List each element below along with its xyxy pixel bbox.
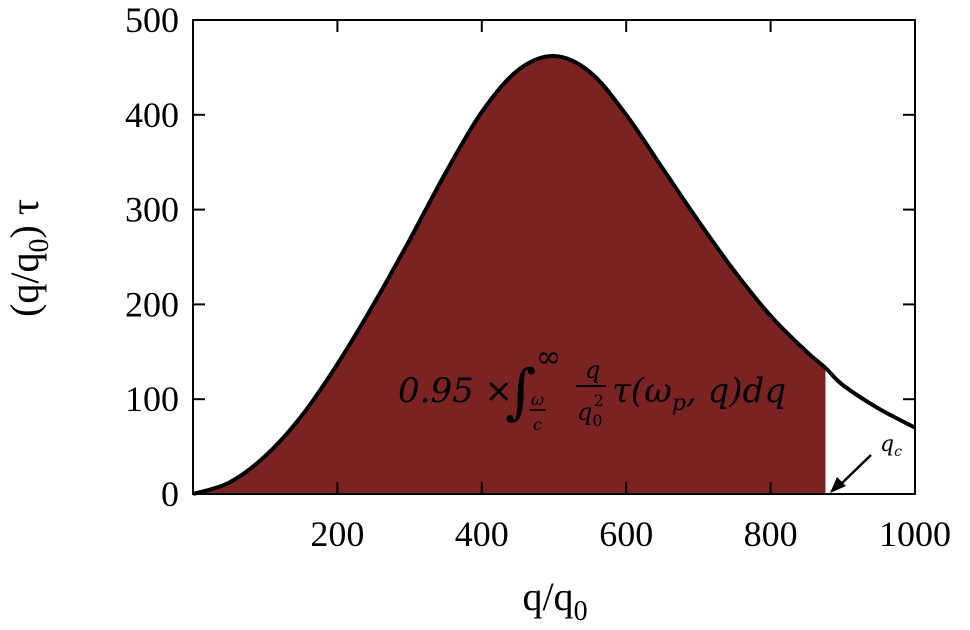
qc-label: qc [880, 432, 902, 460]
fraction-denominator: q02 [577, 391, 604, 430]
qc-arrow-head [830, 477, 846, 493]
qc-arrow-line [839, 454, 872, 486]
qc-annotation: qc [830, 432, 902, 493]
plot-frame [192, 19, 916, 495]
y-tick-label-200: 200 [125, 284, 179, 324]
y-tick-label-300: 300 [125, 190, 179, 230]
integral-annotation: 0.95 × ∫ ∞ ω c q q02 τ(ωp, q)dq [398, 340, 786, 434]
series-line [192, 54, 916, 496]
integral-lower-denominator: c [533, 415, 542, 434]
integral-area-fill [193, 56, 826, 494]
x-tick-label-1000: 1000 [879, 514, 951, 554]
x-tick-label-400: 400 [455, 514, 509, 554]
fraction-numerator: q [585, 356, 600, 384]
annotation-tail: τ(ωp, q)dq [612, 371, 786, 416]
y-tick-label-0: 0 [161, 474, 179, 514]
y-tick-label-400: 400 [125, 95, 179, 135]
x-tick-label-200: 200 [310, 514, 364, 554]
curve-layer [192, 54, 916, 496]
integral-sign: ∫ [505, 357, 536, 427]
tick-label-layer: 200 400 600 800 1000 0 100 200 300 400 500 [125, 0, 951, 554]
y-tick-label-100: 100 [125, 379, 179, 419]
x-tick-label-800: 800 [744, 514, 798, 554]
tick-layer [193, 19, 916, 495]
integral-upper-limit: ∞ [536, 340, 561, 375]
annotation-prefix: 0.95 × [398, 371, 513, 411]
x-axis-label: q/q0 [522, 574, 587, 627]
x-tick-label-600: 600 [599, 514, 653, 554]
y-tick-label-500: 500 [125, 0, 179, 40]
y-axis-label: (q/q0) τ [2, 199, 55, 317]
integral-lower-numerator: ω [531, 390, 544, 409]
area-fill-layer [193, 56, 826, 494]
